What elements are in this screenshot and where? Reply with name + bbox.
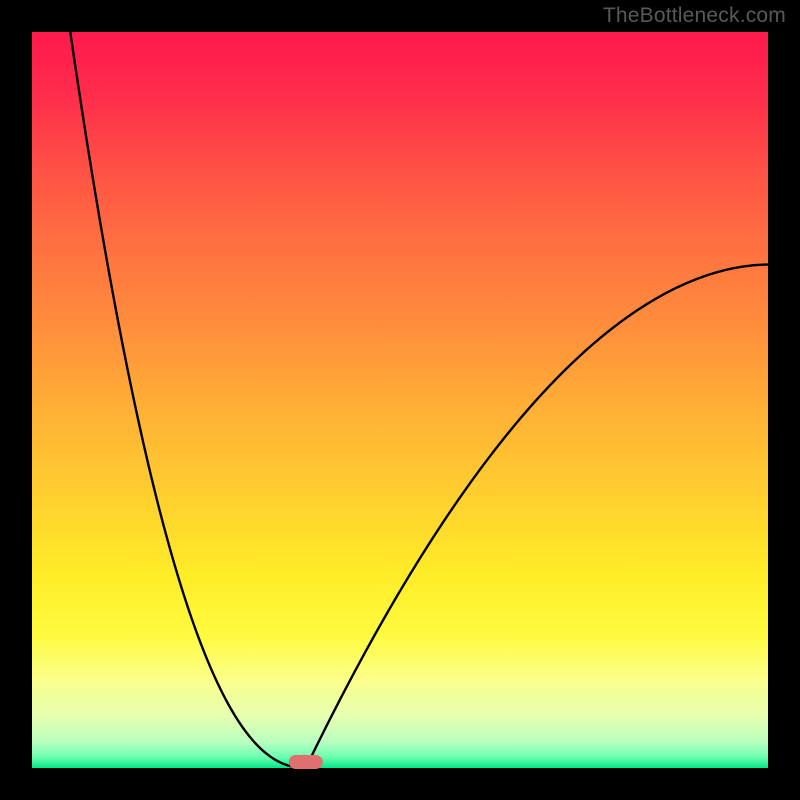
watermark-text: TheBottleneck.com [603, 4, 786, 28]
optimum-marker [289, 755, 323, 769]
plot-background [32, 32, 768, 768]
chart-svg [0, 0, 800, 800]
bottleneck-chart: TheBottleneck.com [0, 0, 800, 800]
